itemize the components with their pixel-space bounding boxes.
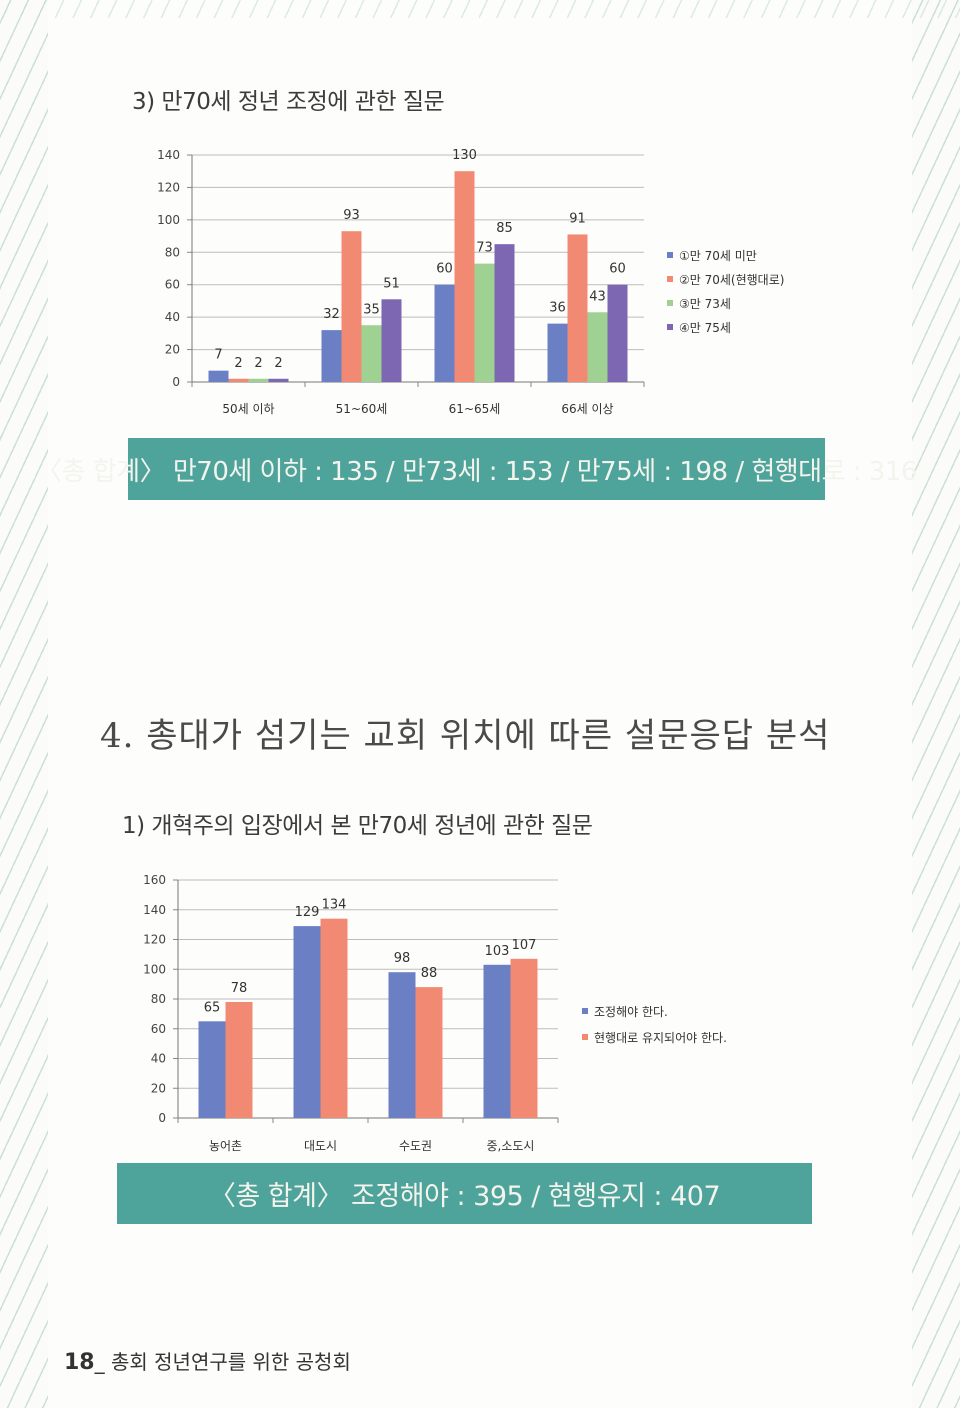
left-decorative-edge (0, 0, 48, 1408)
section-title: 4. 총대가 섬기는 교회 위치에 따른 설문응답 분석 (100, 716, 831, 756)
summary-banner-1: 〈총 합계〉 만70세 이하 : 135 / 만73세 : 153 / 만75세… (36, 438, 917, 500)
footer-text: _ 총회 정년연구를 위한 공청회 (94, 1350, 351, 1374)
summary-banner-2: 〈총 합계〉 조정해야 : 395 / 현행유지 : 407 (117, 1163, 812, 1224)
page-number: 18 (64, 1350, 95, 1375)
chart2-title: 1) 개혁주의 입장에서 본 만70세 정년에 관한 질문 (122, 813, 593, 839)
chart1-title: 3) 만70세 정년 조정에 관한 질문 (132, 89, 445, 115)
top-decorative-edge (0, 0, 960, 18)
right-decorative-edge (912, 0, 960, 1408)
page-footer: 18_ 총회 정년연구를 위한 공청회 (64, 1346, 351, 1375)
